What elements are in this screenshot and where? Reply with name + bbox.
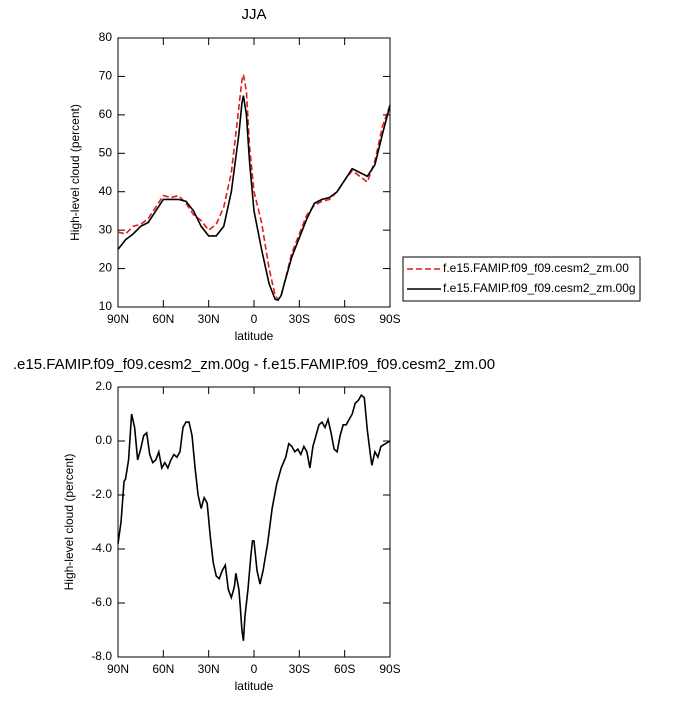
x-tick-label: 90S	[379, 662, 400, 676]
data-line	[117, 74, 391, 301]
y-axis-label: High-level cloud (percent)	[68, 104, 82, 241]
x-tick-label: 30S	[289, 662, 310, 676]
x-tick-label: 60S	[334, 662, 355, 676]
x-tick-label: 60N	[152, 662, 174, 676]
y-tick-label: 20	[99, 261, 113, 275]
y-tick-label: 30	[99, 222, 113, 236]
x-tick-label: 60S	[334, 312, 355, 326]
y-tick-label: 70	[99, 69, 113, 83]
x-tick-label: 0	[251, 662, 258, 676]
x-tick-label: 60N	[152, 312, 174, 326]
x-tick-label: 30N	[198, 662, 220, 676]
x-tick-label: 30S	[289, 312, 310, 326]
legend-label: f.e15.FAMIP.f09_f09.cesm2_zm.00	[443, 261, 629, 275]
plot-frame	[117, 386, 391, 658]
y-tick-label: 40	[99, 184, 113, 198]
y-tick-label: 2.0	[95, 379, 112, 393]
legend-box	[402, 256, 641, 302]
y-tick-label: -8.0	[91, 649, 112, 663]
chart-title: .e15.FAMIP.f09_f09.cesm2_zm.00g - f.e15.…	[13, 356, 495, 373]
y-tick-label: 0.0	[95, 433, 112, 447]
x-tick-label: 30N	[198, 312, 220, 326]
y-tick-label: 50	[99, 145, 113, 159]
legend-label: f.e15.FAMIP.f09_f09.cesm2_zm.00g	[443, 281, 636, 295]
x-tick-label: 90N	[107, 312, 129, 326]
y-tick-label: 10	[99, 299, 113, 313]
plot-frame	[117, 37, 391, 308]
y-tick-label: -2.0	[91, 487, 112, 501]
chart-title: JJA	[241, 6, 266, 23]
data-line	[117, 393, 391, 641]
data-line	[117, 95, 391, 301]
y-tick-label: 80	[99, 30, 113, 44]
y-tick-label: -6.0	[91, 595, 112, 609]
x-tick-label: 90N	[107, 662, 129, 676]
x-axis-label: latitude	[235, 679, 274, 693]
y-tick-label: -4.0	[91, 541, 112, 555]
x-tick-label: 90S	[379, 312, 400, 326]
y-axis-label: High-level cloud (percent)	[62, 454, 76, 591]
x-axis-label: latitude	[235, 329, 274, 343]
x-tick-label: 0	[251, 312, 258, 326]
y-tick-label: 60	[99, 107, 113, 121]
